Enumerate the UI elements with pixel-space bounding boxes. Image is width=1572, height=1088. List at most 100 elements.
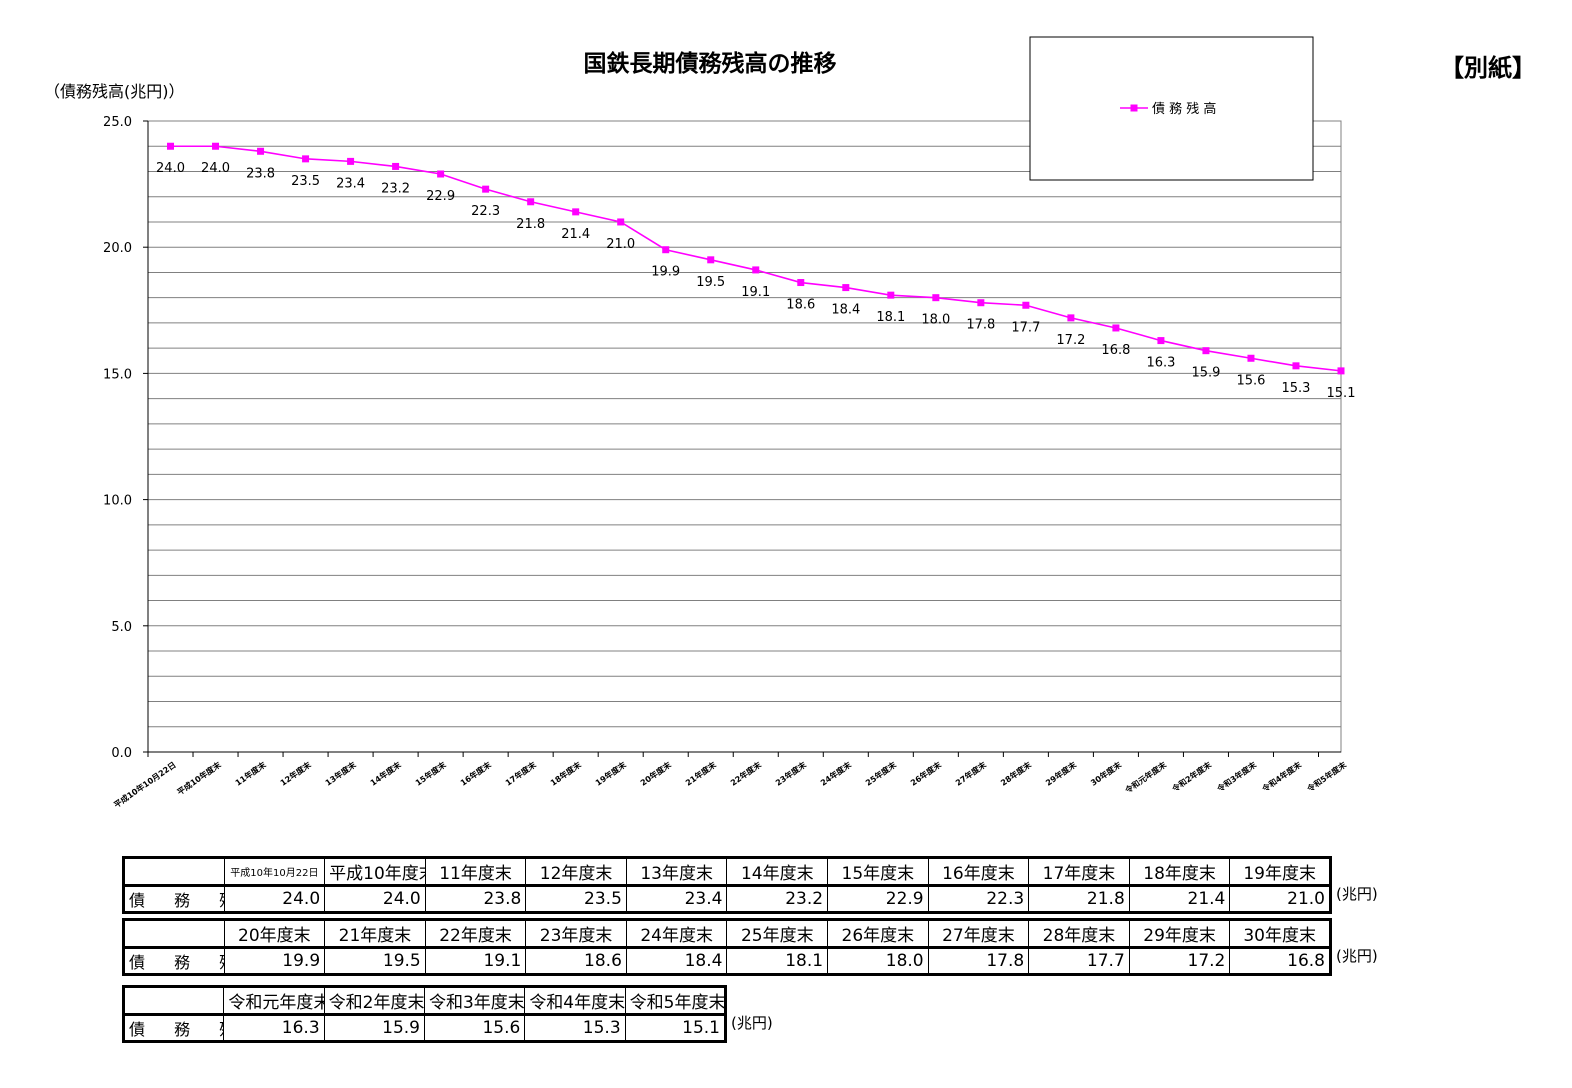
table-header-cell: 28年度末 (1028, 919, 1130, 949)
table-value-cell: 16.3 (223, 1014, 325, 1042)
table-value-cell: 17.7 (1028, 947, 1130, 975)
x-tick-label: 15年度末 (413, 759, 448, 787)
x-tick-label: 25年度末 (863, 759, 898, 787)
table-value-cell: 16.8 (1229, 947, 1331, 975)
table-header-cell: 15年度末 (827, 857, 929, 887)
table-value-cell: 21.0 (1229, 885, 1331, 913)
data-label: 15.9 (1191, 366, 1220, 381)
data-label: 18.0 (921, 313, 950, 328)
x-tick-label: 11年度末 (233, 759, 268, 787)
table-header-cell: 令和元年度末 (223, 986, 325, 1016)
y-tick-label: 25.0 (103, 115, 132, 130)
plot-area (147, 120, 1342, 753)
line-chart: 0.0 5.0 10.0 15.0 20.0 25.0 平成10年10月22日平成10年度末… (103, 36, 1356, 810)
table-header-cell: 23年度末 (525, 919, 627, 949)
x-tick-label: 17年度末 (503, 759, 538, 787)
x-tick-label: 平成10年度末 (175, 759, 223, 797)
table-value-cell: 19.1 (424, 947, 527, 975)
data-label: 22.3 (471, 204, 500, 219)
data-point (1202, 347, 1210, 355)
x-tick-label: 29年度末 (1044, 759, 1079, 787)
x-tick-label: 28年度末 (998, 759, 1033, 787)
y-tick-label: 0.0 (111, 746, 132, 761)
table-header-cell: 11年度末 (424, 857, 527, 887)
data-label: 19.9 (651, 265, 680, 280)
data-label: 16.8 (1101, 343, 1130, 358)
x-tick-label: 14年度末 (368, 759, 403, 787)
table-value-cell: 15.3 (524, 1014, 626, 1042)
data-table-1: 平成10年10月22日 平成10年度末 11年度末 12年度末 13年度末 14年度末 15… (122, 856, 1332, 914)
data-label: 15.6 (1236, 373, 1265, 388)
table-value-cell: 18.4 (625, 947, 728, 975)
x-tick-label: 16年度末 (458, 759, 493, 787)
data-label: 23.8 (246, 166, 275, 181)
data-label: 16.3 (1146, 356, 1175, 371)
data-label: 19.5 (696, 275, 725, 290)
table-value-cell: 17.2 (1128, 947, 1231, 975)
table-value-cell: 18.0 (827, 947, 929, 975)
x-tick-label: 27年度末 (953, 759, 988, 787)
x-tick-label: 24年度末 (818, 759, 853, 787)
table-corner-cell (123, 919, 225, 949)
table-header-cell: 26年度末 (827, 919, 929, 949)
y-tick-label: 20.0 (103, 241, 132, 256)
data-point (1247, 354, 1255, 362)
data-label: 24.0 (156, 161, 185, 176)
y-axis-unit-label: （債務残高(兆円)） (44, 82, 185, 101)
legend-label: 債 務 残 高 (1152, 101, 1216, 117)
table-value-cell: 17.8 (927, 947, 1030, 975)
data-point (1337, 367, 1345, 375)
data-label: 21.4 (561, 227, 590, 242)
data-point (257, 147, 265, 155)
data-label: 21.8 (516, 217, 545, 232)
x-tick-label: 13年度末 (323, 759, 358, 787)
table-header-cell: 29年度末 (1128, 919, 1231, 949)
data-point (392, 162, 400, 170)
data-point (707, 256, 715, 264)
data-table-2: 20年度末 21年度末 22年度末 23年度末 24年度末 25年度末 26年度末 27年度末… (122, 918, 1332, 976)
data-point (1112, 324, 1120, 332)
data-point (212, 142, 220, 150)
x-tick-label: 令和5年度末 (1304, 759, 1348, 794)
table-unit-1: (兆円) (1336, 885, 1378, 903)
data-point (977, 299, 985, 307)
data-label: 17.2 (1056, 333, 1085, 348)
data-point (482, 185, 490, 193)
table-value-cell: 19.9 (223, 947, 326, 975)
table-header-cell: 19年度末 (1229, 857, 1331, 887)
table-value-cell: 15.9 (323, 1014, 425, 1042)
x-tick-label: 平成10年10月22日 (112, 759, 178, 809)
table-header-cell: 令和5年度末 (624, 986, 727, 1016)
x-tick-label: 令和2年度末 (1169, 759, 1213, 794)
data-point (662, 246, 670, 254)
x-tick-label: 30年度末 (1089, 759, 1124, 787)
data-point (437, 170, 445, 178)
table-header-cell: 20年度末 (223, 919, 326, 949)
data-point (1157, 337, 1165, 345)
data-label: 15.1 (1327, 386, 1356, 401)
table-value-cell: 15.6 (423, 1014, 526, 1042)
table-header-cell: 30年度末 (1229, 919, 1331, 949)
chart-title: 国鉄長期債務残高の推移 (583, 51, 837, 77)
data-point (752, 266, 760, 274)
table-corner-cell (123, 857, 225, 887)
table-header-cell: 13年度末 (625, 857, 728, 887)
data-point (617, 218, 625, 226)
table-value-cell: 24.0 (324, 885, 426, 913)
table-header-cell: 12年度末 (525, 857, 627, 887)
table-header-cell: 17年度末 (1028, 857, 1130, 887)
data-point (167, 142, 175, 150)
legend-box (1029, 36, 1314, 181)
table-unit-3: (兆円) (731, 1014, 773, 1032)
table-value-cell: 23.8 (424, 885, 527, 913)
data-point (1067, 314, 1075, 322)
data-label: 19.1 (741, 285, 770, 300)
table-value-cell: 21.4 (1128, 885, 1231, 913)
x-tick-label: 20年度末 (638, 759, 673, 787)
y-tick-label: 5.0 (111, 620, 132, 635)
data-label: 21.0 (606, 237, 635, 252)
table-header-cell: 令和3年度末 (423, 986, 526, 1016)
data-point (1292, 362, 1300, 370)
data-label: 22.9 (426, 189, 455, 204)
data-point (797, 279, 805, 287)
